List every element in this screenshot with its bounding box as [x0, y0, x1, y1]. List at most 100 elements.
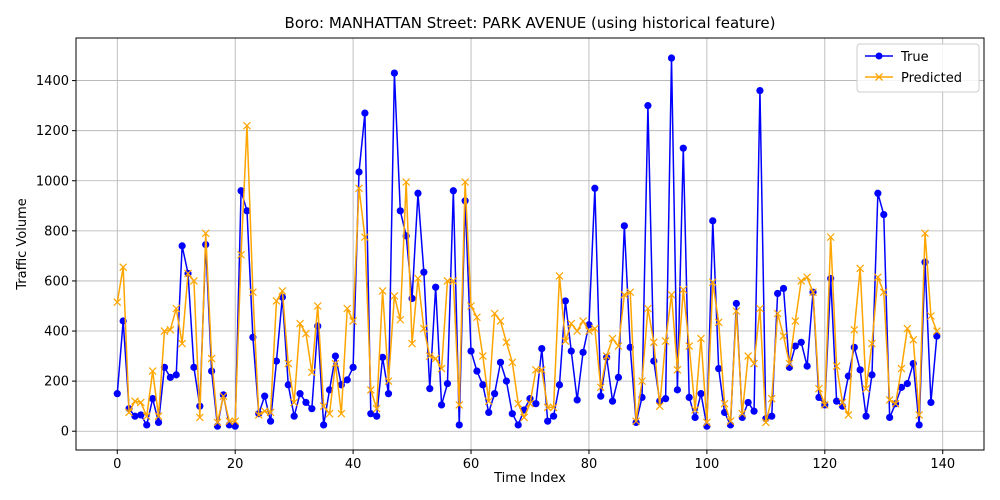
predicted-data-point [555, 272, 564, 280]
true-data-point [614, 373, 623, 381]
true-data-point [143, 421, 151, 429]
true-data-point [508, 410, 516, 418]
predicted-data-point [655, 402, 664, 411]
true-data-point [496, 358, 505, 366]
predicted-data-point [773, 309, 782, 318]
true-data-point [231, 422, 239, 430]
true-data-point [414, 189, 422, 197]
predicted-data-point [632, 417, 641, 426]
true-data-point [443, 380, 452, 388]
true-data-point [320, 421, 328, 429]
predicted-data-point [850, 325, 859, 334]
predicted-data-point [266, 408, 275, 417]
true-data-point [502, 377, 511, 385]
predicted-data-point [750, 359, 758, 368]
predicted-data-point [720, 399, 729, 408]
predicted-data-point [396, 315, 405, 324]
predicted-data-point [113, 298, 122, 307]
predicted-data-point [431, 354, 440, 363]
true-data-point [662, 395, 670, 403]
predicted-data-point [921, 229, 929, 238]
true-data-point [467, 347, 475, 355]
true-data-point [886, 413, 894, 422]
predicted-data-point [927, 312, 935, 320]
predicted-data-point [679, 285, 688, 294]
true-data-point [491, 390, 499, 398]
predicted-data-point [201, 229, 210, 238]
predicted-data-point [879, 288, 888, 297]
predicted-data-point [325, 409, 334, 418]
true-data-point [420, 268, 428, 276]
true-data-point [137, 411, 145, 419]
predicted-data-point [478, 352, 487, 361]
legend: True Predicted [856, 43, 980, 93]
predicted-data-point [290, 398, 299, 407]
predicted-data-point [785, 359, 794, 368]
predicted-data-point [537, 365, 546, 374]
predicted-data-point [136, 398, 145, 407]
predicted-data-point [148, 367, 157, 376]
predicted-data-point [296, 319, 304, 328]
predicted-data-point [307, 368, 316, 377]
predicted-data-point [897, 364, 906, 373]
predicted-data-point [909, 335, 918, 344]
predicted-data-point [366, 385, 375, 394]
predicted-data-point [402, 178, 411, 186]
predicted-data-point [832, 362, 841, 371]
true-data-point [915, 421, 923, 429]
predicted-data-point [614, 342, 623, 350]
predicted-data-point [237, 250, 246, 259]
predicted-data-point [838, 398, 847, 407]
predicted-data-point [620, 290, 629, 299]
true-data-point [679, 144, 687, 152]
predicted-data-point [585, 327, 593, 335]
true-data-point [832, 397, 841, 405]
predicted-data-point [384, 377, 393, 386]
predicted-data-point [254, 411, 263, 419]
predicted-data-point [178, 339, 187, 348]
x-tick-label: 100 [694, 457, 719, 472]
predicted-data-point [484, 397, 493, 406]
true-data-point [432, 283, 440, 291]
predicted-data-point [549, 403, 558, 412]
true-data-point [290, 412, 298, 420]
predicted-data-point [390, 292, 399, 300]
true-data-point [544, 417, 552, 425]
true-data-point [862, 412, 870, 420]
predicted-data-point [531, 365, 540, 374]
predicted-data-point [667, 290, 676, 299]
predicted-data-point [649, 338, 658, 347]
true-data-point [349, 363, 357, 371]
predicted-data-point [732, 307, 741, 315]
predicted-data-point [355, 184, 363, 193]
true-data-point [343, 376, 351, 384]
y-tick-label: 400 [44, 325, 69, 340]
predicted-data-point [738, 409, 747, 418]
predicted-data-point [414, 274, 422, 283]
legend-predicted-marker [875, 73, 883, 81]
predicted-data-point [685, 342, 694, 350]
true-data-point [455, 421, 463, 429]
predicted-data-point [461, 178, 470, 186]
true-data-point [225, 421, 233, 429]
predicted-data-point [797, 277, 806, 285]
predicted-data-point [526, 399, 534, 408]
predicted-data-point [455, 400, 464, 409]
x-tick-label: 60 [463, 457, 480, 472]
true-data-point [880, 210, 888, 219]
predicted-data-point [313, 302, 322, 310]
true-data-point [237, 187, 245, 195]
predicted-data-point [602, 352, 611, 361]
true-data-point [473, 367, 481, 375]
predicted-data-point [915, 411, 924, 419]
predicted-data-point [885, 395, 894, 404]
predicted-data-point [702, 418, 711, 427]
x-tick-label: 0 [113, 457, 121, 472]
predicted-data-point [184, 269, 192, 278]
predicted-data-point [172, 304, 181, 313]
true-data-point [567, 347, 575, 355]
predicted-data-point [726, 417, 735, 426]
predicted-data-point [761, 418, 770, 427]
true-data-point [803, 362, 811, 370]
